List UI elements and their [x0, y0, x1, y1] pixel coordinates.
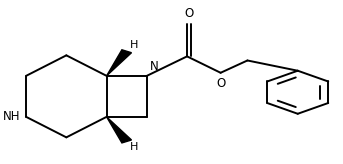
Polygon shape — [107, 50, 131, 76]
Text: N: N — [150, 60, 159, 73]
Text: H: H — [129, 143, 138, 153]
Text: H: H — [129, 40, 138, 50]
Polygon shape — [107, 117, 131, 143]
Text: O: O — [184, 7, 193, 20]
Text: O: O — [216, 77, 225, 90]
Text: NH: NH — [2, 110, 20, 123]
